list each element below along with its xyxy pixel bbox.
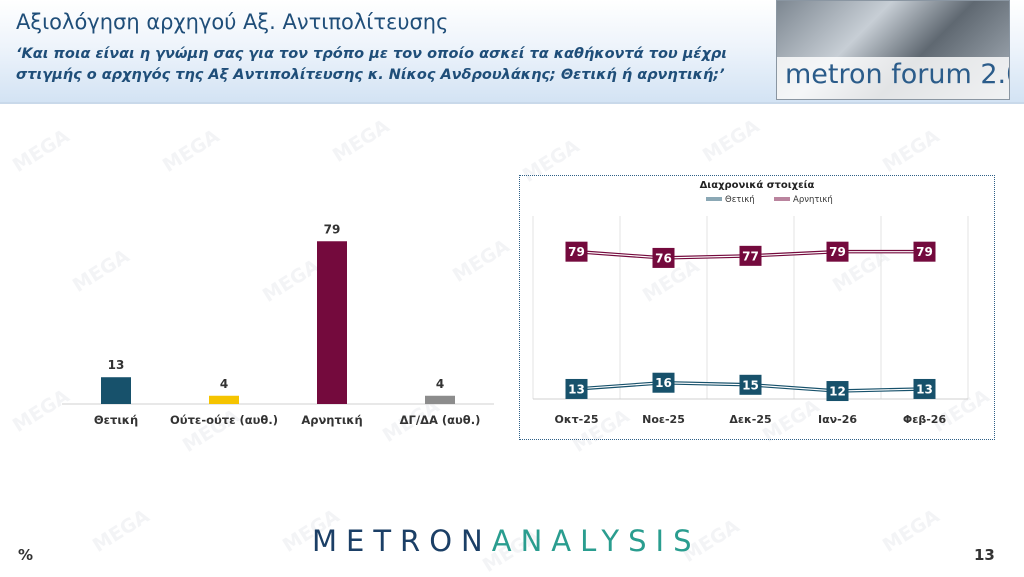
data-marker — [739, 245, 762, 266]
bar — [209, 395, 239, 404]
data-marker — [913, 241, 936, 262]
data-label: 76 — [655, 251, 672, 265]
data-label: 16 — [655, 376, 672, 390]
page-number: 13 — [974, 546, 995, 564]
legend-label: Αρνητική — [793, 195, 833, 205]
data-label: 15 — [742, 378, 759, 392]
logo-text: metron forum 2.0 — [785, 59, 1010, 90]
data-marker — [565, 378, 588, 399]
bar-value-label: 4 — [220, 377, 228, 391]
logo-strip — [777, 57, 1009, 99]
data-label: 79 — [829, 245, 846, 259]
x-tick-label: Φεβ-26 — [903, 413, 947, 426]
data-marker — [565, 241, 588, 262]
bar-chart: 13 Θετική 4 Ούτε-ούτε (αυθ.) 79 Αρνητική 4 ΔΓ/Δ… — [62, 222, 494, 427]
watermark-text: MEGA — [328, 115, 394, 167]
bar-category-label: ΔΓ/ΔΑ (αυθ.) — [400, 413, 481, 427]
data-marker — [826, 241, 849, 262]
brand-part-analysis: ANALYSIS — [491, 524, 701, 558]
metron-forum-logo: metron forum 2.0 — [776, 0, 1010, 100]
data-marker — [913, 378, 936, 399]
line-chart: Διαχρονικά στοιχεία Θετική Αρνητική Οκτ-25 Ν… — [532, 179, 969, 426]
unit-label: % — [18, 546, 34, 564]
bar-category-label: Ούτε-ούτε (αυθ.) — [170, 413, 278, 427]
survey-question: ‘Και ποια είναι η γνώμη σας για τον τρόπ… — [16, 46, 727, 83]
data-marker — [652, 372, 675, 393]
metron-analysis-logo: METRONANALYSIS — [312, 524, 701, 558]
bar-value-label: 79 — [324, 222, 341, 236]
data-marker — [739, 374, 762, 395]
bar — [101, 377, 131, 404]
bar-value-label: 4 — [436, 377, 444, 391]
slide-title: Αξιολόγηση αρχηγού Αξ. Αντιπολίτευσης — [16, 10, 449, 34]
x-tick-label: Νοε-25 — [642, 413, 685, 426]
data-label: 12 — [829, 385, 846, 399]
bar-value-label: 13 — [108, 358, 125, 372]
data-label: 79 — [916, 245, 933, 259]
data-label: 13 — [568, 382, 585, 396]
bar-category-label: Αρνητική — [301, 413, 362, 427]
brand-part-metron: METRON — [312, 524, 492, 558]
watermark-text: MEGA — [88, 505, 154, 557]
data-label: 77 — [742, 249, 759, 263]
watermark-text: MEGA — [878, 125, 944, 177]
data-marker — [826, 381, 849, 402]
legend-label: Θετική — [725, 195, 755, 205]
bar-category-label: Θετική — [94, 413, 138, 427]
data-marker — [652, 247, 675, 268]
watermark-text: MEGA — [878, 505, 944, 557]
trend-panel: Διαχρονικά στοιχεία Θετική Αρνητική Οκτ-25 Ν… — [519, 175, 995, 440]
watermark-text: MEGA — [698, 115, 764, 167]
header-banner: Αξιολόγηση αρχηγού Αξ. Αντιπολίτευσης ‘Κ… — [0, 0, 1024, 104]
bar — [317, 241, 347, 404]
x-tick-label: Ιαν-26 — [818, 413, 857, 426]
data-label: 79 — [568, 245, 585, 259]
x-tick-label: Δεκ-25 — [729, 413, 771, 426]
data-label: 13 — [916, 382, 933, 396]
x-tick-label: Οκτ-25 — [554, 413, 598, 426]
line-chart-title: Διαχρονικά στοιχεία — [700, 179, 815, 191]
bar — [425, 395, 455, 404]
